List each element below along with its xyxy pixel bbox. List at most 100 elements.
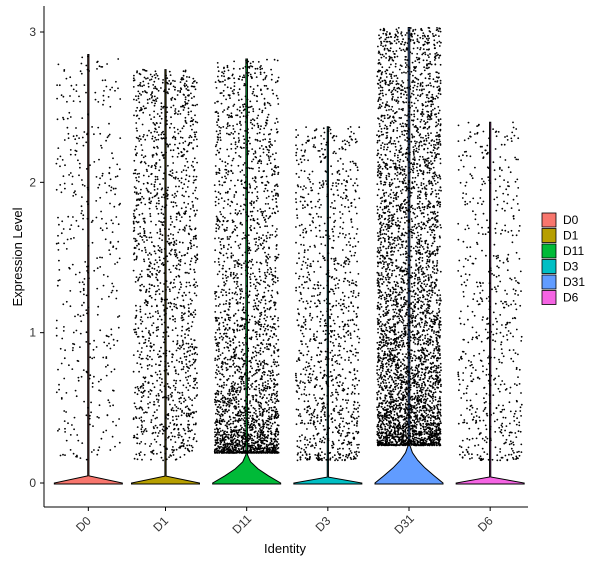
cell-point [141, 408, 144, 411]
cell-point [161, 131, 163, 134]
cell-point [228, 238, 231, 240]
cell-point [276, 383, 279, 386]
cell-point [228, 409, 230, 412]
cell-point [149, 393, 152, 395]
cell-point [262, 170, 265, 173]
cell-point [149, 192, 152, 195]
cell-point [141, 357, 144, 360]
cell-point [175, 243, 178, 246]
cell-point [230, 179, 232, 182]
cell-point [270, 294, 273, 297]
cell-point [344, 260, 346, 262]
cell-point [274, 430, 277, 433]
cell-point [192, 147, 195, 150]
cell-point [170, 82, 172, 85]
cell-point [234, 441, 237, 444]
cell-point [267, 203, 270, 205]
cell-point [223, 384, 226, 386]
cell-point [57, 147, 60, 150]
cell-point [224, 356, 227, 359]
cell-point [159, 183, 161, 186]
cell-point [155, 205, 158, 208]
cell-point [108, 249, 111, 252]
cell-point [56, 284, 59, 287]
cell-point [226, 114, 229, 116]
cell-point [165, 151, 168, 154]
cell-point [68, 111, 71, 114]
cell-point [256, 436, 259, 438]
cell-point [191, 299, 193, 302]
cell-point [115, 424, 117, 427]
cell-point [258, 318, 261, 321]
cell-point [303, 159, 306, 161]
cell-point [225, 363, 227, 365]
cell-point [277, 317, 280, 319]
cell-point [269, 104, 272, 107]
cell-point [271, 224, 274, 227]
cell-point [258, 383, 260, 386]
cell-point [277, 210, 279, 213]
cell-point [166, 77, 169, 79]
cell-point [215, 342, 218, 345]
cell-point [145, 168, 148, 171]
cell-point [253, 227, 256, 230]
cell-point [296, 319, 299, 322]
cell-point [307, 362, 310, 365]
cell-point [142, 182, 145, 185]
cell-point [257, 443, 259, 446]
cell-point [136, 70, 139, 73]
cell-point [265, 259, 267, 261]
cell-point [160, 221, 162, 223]
cell-point [156, 373, 159, 376]
cell-point [251, 315, 254, 318]
cell-point [261, 437, 264, 439]
cell-point [222, 386, 225, 389]
cell-point [142, 80, 145, 83]
cell-point [158, 126, 160, 128]
cell-point [269, 162, 272, 165]
cell-point [271, 190, 273, 193]
cell-point [260, 162, 263, 165]
cell-point [346, 402, 348, 404]
cell-point [157, 326, 160, 328]
cell-point [333, 407, 336, 410]
cell-point [251, 191, 254, 194]
cell-point [218, 419, 221, 422]
cell-point [86, 217, 89, 220]
cell-point [179, 136, 182, 139]
cell-point [221, 429, 224, 432]
cell-point [137, 242, 140, 245]
cell-point [262, 151, 265, 154]
cell-point [352, 184, 355, 187]
cell-point [58, 388, 60, 391]
cell-point [66, 238, 69, 241]
cell-point [256, 308, 259, 310]
cell-point [166, 383, 169, 385]
cell-point [215, 291, 217, 293]
cell-point [236, 432, 239, 434]
cell-point [147, 358, 149, 361]
cell-point [154, 175, 157, 178]
cell-point [257, 344, 260, 347]
cell-point [223, 109, 226, 111]
cell-point [350, 254, 353, 257]
cell-point [215, 412, 217, 415]
cell-point [135, 407, 138, 410]
cell-point [225, 98, 228, 101]
cell-point [263, 394, 266, 396]
cell-point [232, 254, 235, 257]
cell-point [328, 275, 331, 278]
cell-point [261, 397, 264, 400]
cell-point [214, 376, 217, 379]
cell-point [254, 320, 257, 323]
cell-point [147, 403, 149, 405]
cell-point [171, 248, 173, 251]
cell-point [80, 212, 83, 215]
cell-point [312, 335, 315, 337]
cell-point [264, 314, 266, 316]
cell-point [141, 458, 143, 461]
cell-point [135, 220, 138, 223]
cell-point [264, 107, 267, 109]
cell-point [180, 286, 182, 288]
cell-point [245, 143, 248, 146]
